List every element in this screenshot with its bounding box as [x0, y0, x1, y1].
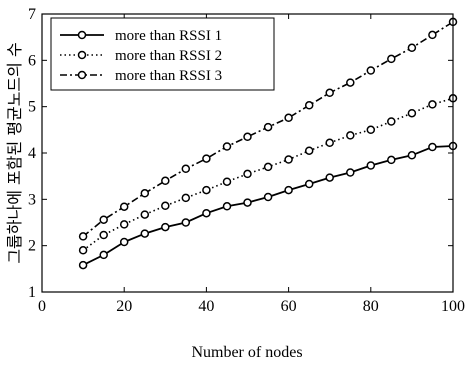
- data-point: [99, 215, 108, 224]
- y-tick-label: 3: [28, 191, 36, 208]
- data-point: [304, 146, 314, 155]
- data-point: [284, 113, 293, 123]
- x-tick-label: 100: [441, 298, 465, 315]
- data-point: [181, 164, 191, 174]
- data-point: [428, 100, 437, 109]
- data-point: [202, 185, 211, 195]
- data-point: [161, 201, 170, 211]
- data-point: [99, 250, 108, 260]
- y-tick-labels: 1 2 3 4 5 6 7: [28, 6, 36, 301]
- data-point: [366, 66, 376, 75]
- y-tick-label: 7: [28, 6, 36, 23]
- legend-box: [50, 17, 275, 91]
- series-1: [78, 141, 458, 270]
- data-point: [222, 142, 232, 151]
- data-point: [387, 54, 396, 64]
- x-tick-labels: 0 20 40 60 80 100: [38, 298, 465, 315]
- data-point: [304, 179, 314, 189]
- x-tick-label: 60: [281, 298, 297, 315]
- x-tick-label: 80: [363, 298, 379, 315]
- y-tick-label: 1: [28, 284, 36, 301]
- data-point: [263, 192, 273, 202]
- data-point: [284, 155, 293, 164]
- legend-entry: more than RSSI 1: [60, 28, 222, 44]
- data-point: [325, 138, 334, 148]
- data-point: [78, 232, 88, 241]
- data-point: [428, 142, 437, 152]
- data-point: [243, 169, 252, 179]
- data-point: [222, 202, 232, 211]
- data-point: [161, 222, 170, 232]
- legend-label: more than RSSI 3: [115, 68, 222, 84]
- y-tick-label: 5: [28, 99, 36, 116]
- data-point: [263, 162, 273, 172]
- data-point: [243, 132, 252, 142]
- data-point: [304, 101, 314, 110]
- data-point: [263, 122, 273, 132]
- data-point: [202, 154, 211, 163]
- x-tick-label: 40: [198, 298, 214, 315]
- data-point: [407, 43, 417, 53]
- data-point: [366, 161, 376, 170]
- data-point: [366, 125, 376, 135]
- data-point: [222, 177, 232, 186]
- data-point: [407, 108, 417, 118]
- data-point: [325, 173, 334, 182]
- y-tick-label: 4: [28, 145, 36, 162]
- data-point: [140, 229, 150, 238]
- y-tick-label: 6: [28, 52, 36, 69]
- legend-label: more than RSSI 1: [115, 28, 222, 44]
- x-tick-label: 0: [38, 298, 46, 315]
- data-point: [78, 246, 88, 255]
- series-line: [82, 97, 454, 251]
- series-2: [78, 94, 458, 255]
- data-point: [387, 117, 396, 126]
- y-tick-label: 2: [28, 238, 36, 255]
- data-point: [181, 193, 191, 203]
- data-point: [140, 189, 150, 198]
- data-point: [119, 202, 129, 211]
- data-point: [161, 176, 170, 186]
- data-point: [325, 88, 334, 98]
- x-tick-label: 20: [116, 298, 132, 315]
- data-point: [346, 168, 355, 177]
- data-point: [202, 208, 211, 218]
- data-point: [99, 230, 108, 240]
- data-point: [140, 210, 150, 219]
- data-point: [119, 237, 129, 247]
- legend: more than RSSI 1 more than RSSI 2 more tha…: [50, 17, 275, 91]
- y-axis-label: 그룹하나에 포함된 평균노드의 수: [5, 42, 24, 263]
- series-lines: [78, 17, 458, 270]
- plot-frame: [41, 13, 454, 293]
- data-point: [284, 185, 293, 195]
- legend-entry: more than RSSI 2: [60, 48, 222, 64]
- legend-marker: [77, 50, 87, 60]
- data-point: [346, 131, 355, 140]
- data-point: [181, 218, 191, 227]
- data-point: [387, 155, 396, 165]
- legend-marker: [77, 30, 87, 40]
- data-point: [407, 151, 417, 160]
- data-point: [428, 30, 437, 40]
- data-point: [119, 220, 129, 229]
- series-3: [78, 17, 458, 241]
- legend-entry: more than RSSI 3: [60, 68, 222, 84]
- data-point: [243, 198, 252, 207]
- data-point: [346, 78, 355, 87]
- x-axis-label: Number of nodes: [191, 344, 302, 361]
- data-point: [78, 260, 88, 270]
- legend-marker: [77, 70, 87, 80]
- legend-label: more than RSSI 2: [115, 48, 222, 64]
